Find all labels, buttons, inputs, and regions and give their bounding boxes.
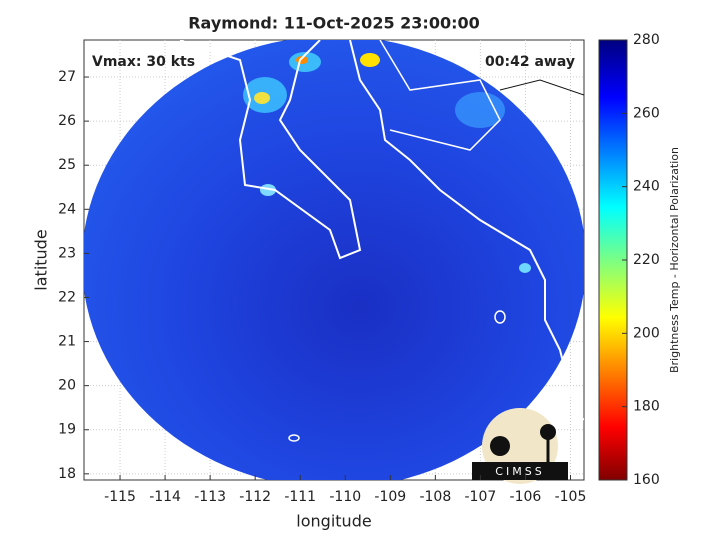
x-tick-label: -115 [104, 489, 136, 505]
y-tick-label: 19 [58, 422, 76, 438]
y-tick-label: 25 [58, 157, 76, 173]
logo-text: CIMSS [495, 465, 544, 478]
y-tick-label: 26 [58, 113, 76, 129]
y-tick-label: 22 [58, 289, 76, 305]
colorbar-tick-label: 200 [633, 325, 660, 341]
x-tick-label: -112 [239, 489, 271, 505]
annotation: 00:42 away [485, 54, 575, 70]
x-tick-label: -108 [419, 489, 451, 505]
x-tick-label: -105 [555, 489, 587, 505]
logo: CIMSS [472, 408, 568, 484]
annotation: Vmax: 30 kts [92, 54, 195, 70]
y-tick-label: 21 [58, 334, 76, 350]
swath [84, 40, 584, 480]
x-tick-label: -110 [329, 489, 361, 505]
x-tick-label: -109 [374, 489, 406, 505]
x-tick-label: -111 [284, 489, 316, 505]
y-tick-label: 23 [58, 245, 76, 261]
y-tick-label: 20 [58, 378, 76, 394]
colorbar-tick-label: 180 [633, 399, 660, 415]
colorbar-tick-label: 220 [633, 252, 660, 268]
colorbar-tick-label: 280 [633, 32, 660, 48]
colorbar-tick-label: 260 [633, 105, 660, 121]
x-tick-label: -107 [465, 489, 497, 505]
y-tick-label: 18 [58, 466, 76, 482]
y-axis-label: latitude [32, 229, 51, 290]
x-tick-label: -113 [194, 489, 226, 505]
colorbar-tick-label: 240 [633, 179, 660, 195]
x-axis-label: longitude [296, 512, 371, 531]
x-tick-label: -106 [510, 489, 542, 505]
colorbar-tick-label: 160 [633, 472, 660, 488]
x-tick-label: -114 [149, 489, 181, 505]
y-tick-label: 24 [58, 201, 76, 217]
colorbar-label: Brightness Temp - Horizontal Polarizatio… [668, 147, 681, 373]
chart-title: Raymond: 11-Oct-2025 23:00:00 [188, 14, 480, 33]
y-tick-label: 27 [58, 69, 76, 85]
